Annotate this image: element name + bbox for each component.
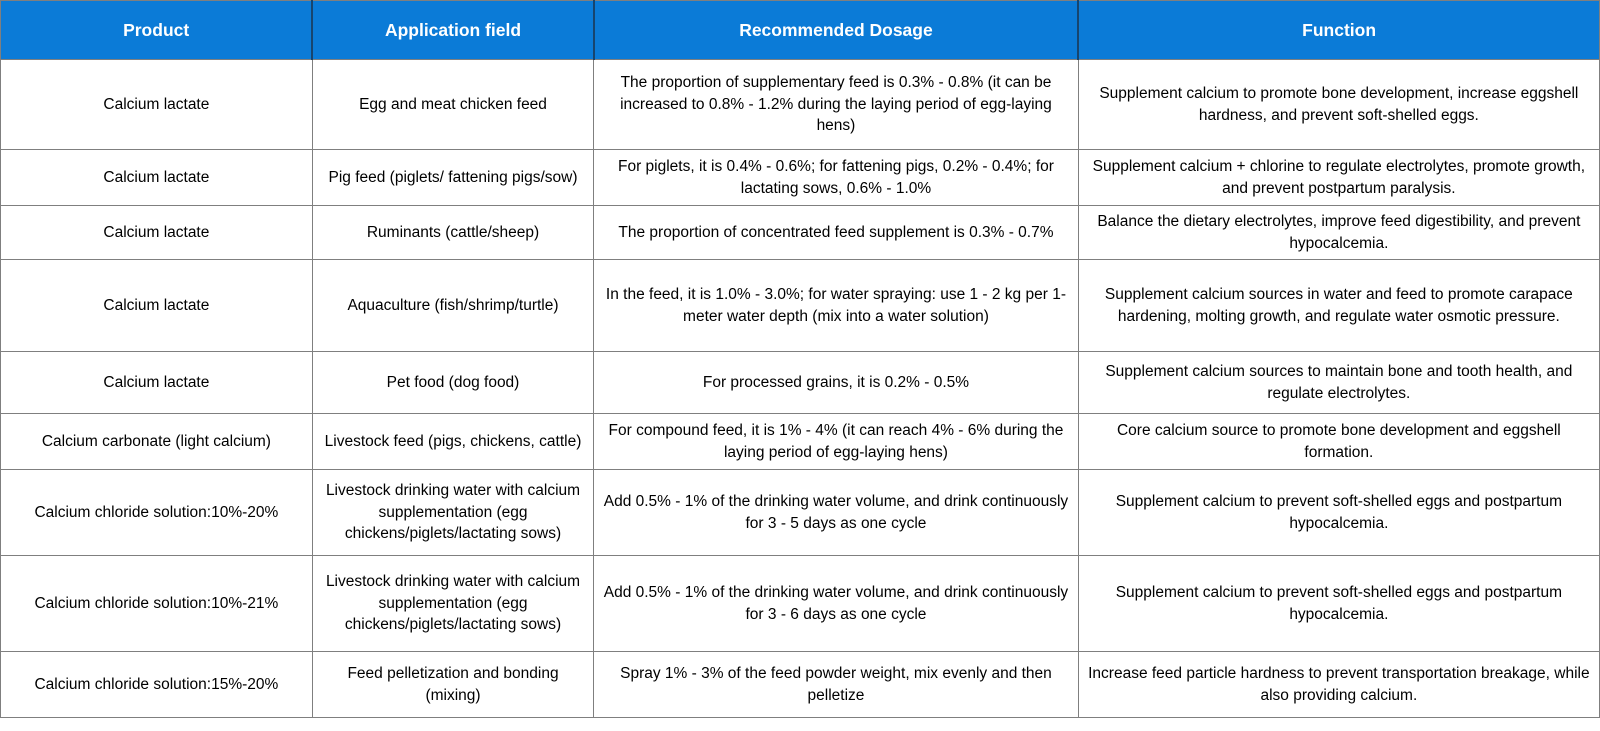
cell-dosage: Spray 1% - 3% of the feed powder weight,… [593, 651, 1079, 718]
cell-function: Supplement calcium to prevent soft-shell… [1077, 469, 1600, 556]
cell-function: Supplement calcium sources in water and … [1077, 259, 1600, 352]
cell-product: Calcium lactate [0, 205, 313, 260]
header-application-field: Application field [311, 0, 595, 60]
cell-application-field: Livestock drinking water with calcium su… [311, 469, 595, 556]
cell-function: Supplement calcium + chlorine to regulat… [1077, 149, 1600, 206]
cell-application-field: Pet food (dog food) [311, 351, 595, 414]
table-row: Calcium carbonate (light calcium) Livest… [0, 413, 1600, 470]
cell-dosage: In the feed, it is 1.0% - 3.0%; for wate… [593, 259, 1079, 352]
cell-function: Increase feed particle hardness to preve… [1077, 651, 1600, 718]
cell-function: Supplement calcium sources to maintain b… [1077, 351, 1600, 414]
cell-dosage: For compound feed, it is 1% - 4% (it can… [593, 413, 1079, 470]
table-row: Calcium lactate Pet food (dog food) For … [0, 351, 1600, 414]
cell-function: Supplement calcium to prevent soft-shell… [1077, 555, 1600, 652]
cell-function: Balance the dietary electrolytes, improv… [1077, 205, 1600, 260]
cell-product: Calcium chloride solution:10%-21% [0, 555, 313, 652]
cell-product: Calcium lactate [0, 149, 313, 206]
cell-function: Core calcium source to promote bone deve… [1077, 413, 1600, 470]
cell-function: Supplement calcium to promote bone devel… [1077, 59, 1600, 150]
cell-product: Calcium lactate [0, 259, 313, 352]
table-row: Calcium lactate Aquaculture (fish/shrimp… [0, 259, 1600, 352]
header-product: Product [0, 0, 314, 60]
cell-application-field: Ruminants (cattle/sheep) [311, 205, 595, 260]
cell-dosage: For piglets, it is 0.4% - 0.6%; for fatt… [593, 149, 1079, 206]
cell-application-field: Egg and meat chicken feed [311, 59, 595, 150]
table-row: Calcium lactate Ruminants (cattle/sheep)… [0, 205, 1600, 260]
table-row: Calcium chloride solution:10%-20% Livest… [0, 469, 1600, 556]
cell-application-field: Livestock feed (pigs, chickens, cattle) [311, 413, 595, 470]
cell-application-field: Pig feed (piglets/ fattening pigs/sow) [311, 149, 595, 206]
cell-dosage: The proportion of supplementary feed is … [593, 59, 1079, 150]
cell-product: Calcium lactate [0, 351, 313, 414]
table-row: Calcium lactate Egg and meat chicken fee… [0, 59, 1600, 150]
cell-application-field: Livestock drinking water with calcium su… [311, 555, 595, 652]
cell-application-field: Aquaculture (fish/shrimp/turtle) [311, 259, 595, 352]
header-recommended-dosage: Recommended Dosage [592, 0, 1080, 60]
table-header: Product Application field Recommended Do… [0, 0, 1600, 60]
header-function: Function [1077, 0, 1600, 60]
cell-product: Calcium chloride solution:15%-20% [0, 651, 313, 718]
cell-product: Calcium lactate [0, 59, 313, 150]
cell-dosage: Add 0.5% - 1% of the drinking water volu… [593, 469, 1079, 556]
table-row: Calcium lactate Pig feed (piglets/ fatte… [0, 149, 1600, 206]
header-row: Product Application field Recommended Do… [0, 0, 1600, 60]
table-row: Calcium chloride solution:15%-20% Feed p… [0, 651, 1600, 718]
cell-product: Calcium carbonate (light calcium) [0, 413, 313, 470]
cell-dosage: The proportion of concentrated feed supp… [593, 205, 1079, 260]
cell-product: Calcium chloride solution:10%-20% [0, 469, 313, 556]
table-body: Calcium lactate Egg and meat chicken fee… [0, 59, 1600, 718]
cell-dosage: Add 0.5% - 1% of the drinking water volu… [593, 555, 1079, 652]
cell-application-field: Feed pelletization and bonding (mixing) [311, 651, 595, 718]
table-row: Calcium chloride solution:10%-21% Livest… [0, 555, 1600, 652]
cell-dosage: For processed grains, it is 0.2% - 0.5% [593, 351, 1079, 414]
